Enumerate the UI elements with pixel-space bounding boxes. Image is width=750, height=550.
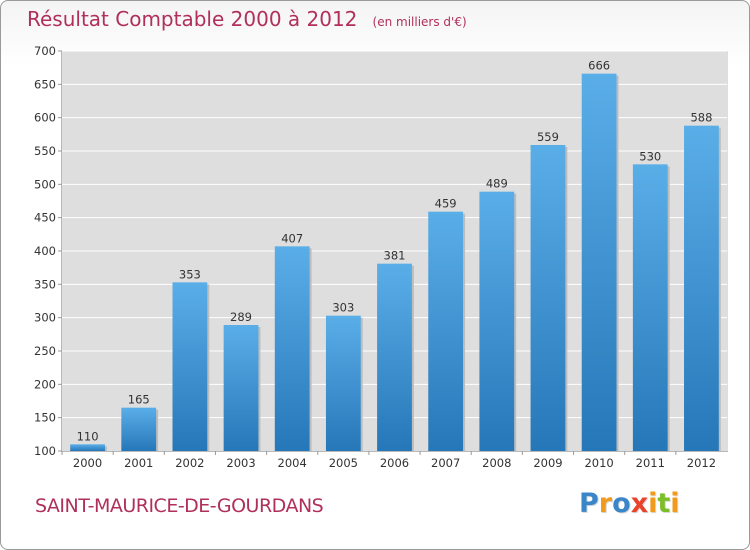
x-tick-label: 2002 xyxy=(175,456,204,470)
data-label-2003: 289 xyxy=(230,310,252,324)
x-tick-label: 2000 xyxy=(73,456,102,470)
bar-2001 xyxy=(121,407,157,451)
data-label-2005: 303 xyxy=(332,301,354,315)
data-label-2009: 559 xyxy=(537,130,559,144)
brand-letter: o xyxy=(612,488,631,519)
data-label-2004: 407 xyxy=(281,231,303,245)
x-tick-label: 2007 xyxy=(431,456,460,470)
y-tick-label: 200 xyxy=(34,377,56,391)
x-tick-label: 2010 xyxy=(584,456,613,470)
x-tick-label: 2004 xyxy=(278,456,307,470)
x-tick-label: 2006 xyxy=(380,456,409,470)
location-name: SAINT-MAURICE-DE-GOURDANS xyxy=(35,495,324,517)
brand-letter: x xyxy=(630,488,649,519)
x-tick-label: 2001 xyxy=(124,456,153,470)
chart-subtitle: (en milliers d'€) xyxy=(372,15,467,29)
y-tick-label: 450 xyxy=(34,211,56,225)
bar-2011 xyxy=(632,164,668,452)
y-tick-label: 700 xyxy=(34,44,56,58)
y-tick-label: 550 xyxy=(34,144,56,158)
data-label-2012: 588 xyxy=(690,111,712,125)
data-label-2007: 459 xyxy=(435,197,457,211)
bar-2003 xyxy=(223,325,259,451)
x-tick-label: 2012 xyxy=(687,456,716,470)
y-tick-label: 250 xyxy=(34,344,56,358)
bars: 110 165 353 289 407 303 381 459 489 559 666 530 588 xyxy=(70,59,721,452)
bar-2005 xyxy=(325,315,361,451)
x-tick-label: 2009 xyxy=(533,456,562,470)
chart-title-block: Résultat Comptable 2000 à 2012 (en milli… xyxy=(27,7,467,31)
y-tick-label: 150 xyxy=(34,411,56,425)
bar-2012 xyxy=(684,125,719,452)
data-label-2008: 489 xyxy=(486,177,508,191)
y-tick-label: 600 xyxy=(34,111,56,125)
bar-2008 xyxy=(479,191,515,451)
y-tick-label: 400 xyxy=(34,244,56,258)
data-label-2006: 381 xyxy=(384,249,406,263)
data-label-2001: 165 xyxy=(128,393,150,407)
bar-2009 xyxy=(530,145,566,451)
x-tick-label: 2011 xyxy=(636,456,665,470)
brand-letter: t xyxy=(657,488,671,519)
chart-title: Résultat Comptable 2000 à 2012 xyxy=(27,7,358,31)
proxiti-logo: Proxiti xyxy=(579,488,680,519)
brand-letter: r xyxy=(598,488,613,519)
y-tick-label: 500 xyxy=(34,177,56,191)
x-tick-label: 2003 xyxy=(226,456,255,470)
bar-2010 xyxy=(581,73,617,452)
data-label-2010: 666 xyxy=(588,59,610,73)
x-tick-label: 2008 xyxy=(482,456,511,470)
x-axis-ticks: 2000 2001 2002 2003 2004 2005 2006 2007 2008 2009… xyxy=(61,451,716,470)
y-tick-label: 300 xyxy=(34,311,56,325)
brand-letter: i xyxy=(648,488,658,519)
bar-2006 xyxy=(377,263,412,451)
y-tick-label: 350 xyxy=(34,277,56,291)
y-tick-label: 650 xyxy=(34,77,56,91)
data-label-2000: 110 xyxy=(77,429,99,443)
brand-letter: i xyxy=(670,488,680,519)
y-tick-label: 100 xyxy=(34,444,56,458)
bar-2000 xyxy=(70,444,105,451)
y-axis-ticks: 100 150 200 250 300 350 400 450 500 550 600 650 700 xyxy=(34,44,62,458)
x-tick-label: 2005 xyxy=(329,456,358,470)
bar-2007 xyxy=(428,211,464,451)
data-label-2011: 530 xyxy=(639,149,661,163)
brand-letter: P xyxy=(579,488,599,519)
bar-2002 xyxy=(172,282,208,451)
data-label-2002: 353 xyxy=(179,267,201,281)
bar-2004 xyxy=(274,246,310,451)
